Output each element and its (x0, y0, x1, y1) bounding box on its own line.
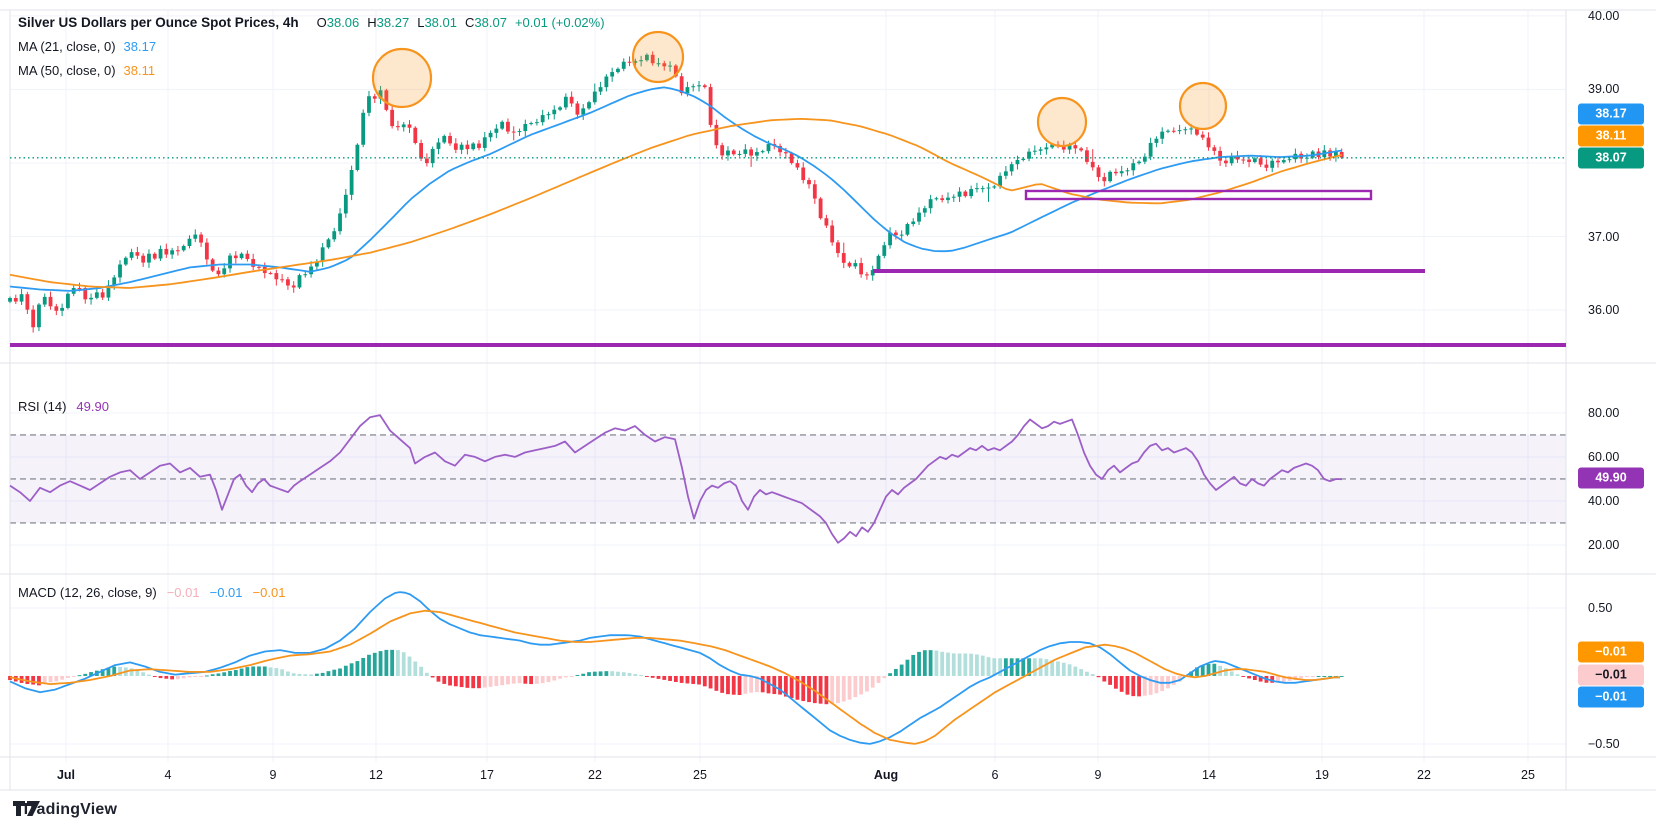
high-label: H (367, 15, 377, 30)
close-label: C (465, 15, 475, 30)
time-axis-label[interactable]: Aug (873, 768, 899, 782)
time-axis-label[interactable]: 14 (1202, 768, 1216, 782)
change-value: +0.01 (+0.02%) (514, 15, 605, 30)
ma21-label: MA (21, close, 0) (18, 39, 116, 54)
rsi-line (9, 414, 1343, 544)
tradingview-logo-icon (13, 801, 40, 816)
low-value: 38.01 (424, 15, 457, 30)
time-axis-label[interactable]: 25 (1521, 768, 1535, 782)
symbol-title: Silver US Dollars per Ounce Spot Prices,… (18, 15, 299, 30)
time-axis-label[interactable]: 22 (588, 768, 602, 782)
rsi-axis-label[interactable]: 80.00 (1588, 405, 1620, 420)
ma50-label: MA (50, close, 0) (18, 63, 116, 78)
ma21-price-badge: 38.17 (1578, 103, 1644, 125)
macd-signal-line (9, 609, 1340, 745)
open-label: O (316, 15, 327, 30)
macd-signal-value: −0.01 (252, 585, 286, 600)
close-value: 38.07 (474, 15, 507, 30)
macd-label: MACD (12, 26, close, 9) (18, 585, 157, 600)
symbol-legend-row[interactable]: Silver US Dollars per Ounce Spot Prices,… (18, 11, 605, 35)
tradingview-logo-text: TradingView (21, 801, 118, 818)
time-axis-label[interactable]: 12 (369, 768, 383, 782)
low-label: L (417, 15, 425, 30)
rsi-value-badge: 49.90 (1578, 467, 1644, 489)
rsi-band (10, 434, 1566, 523)
rsi-axis-label[interactable]: 20.00 (1588, 537, 1620, 552)
price-axis-label[interactable]: 36.00 (1588, 303, 1620, 318)
ma21-value: 38.17 (123, 39, 157, 54)
highlight-circle-drawing[interactable] (1178, 81, 1228, 131)
ma50-legend-row[interactable]: MA (50, close, 0) 38.11 (18, 59, 155, 83)
price-axis-label[interactable]: 40.00 (1588, 8, 1620, 23)
ma50-line (9, 118, 1343, 289)
rsi-axis-label[interactable]: 40.00 (1588, 493, 1620, 508)
macd-line (9, 591, 1340, 745)
last-price-badge: 38.07 (1578, 147, 1644, 169)
macd-signal-badge: −0.01 (1578, 641, 1644, 663)
rsi-label: RSI (14) (18, 399, 67, 414)
resistance-rect-drawing[interactable] (1024, 189, 1373, 201)
time-axis-label[interactable]: 22 (1417, 768, 1431, 782)
time-axis-label[interactable]: 25 (693, 768, 707, 782)
open-value: 38.06 (326, 15, 360, 30)
ma50-value: 38.11 (123, 63, 156, 78)
macd-hist-badge: −0.01 (1578, 664, 1644, 686)
highlight-circle-drawing[interactable] (631, 30, 685, 84)
time-axis-label[interactable]: Jul (56, 768, 76, 782)
macd-hist-value: −0.01 (166, 585, 200, 600)
macd-histogram (8, 649, 1344, 705)
rsi-axis-label[interactable]: 60.00 (1588, 449, 1620, 464)
ma21-line (9, 86, 1343, 292)
highlight-circle-drawing[interactable] (371, 47, 433, 109)
rsi-value: 49.90 (76, 399, 109, 414)
time-axis-label[interactable]: 17 (480, 768, 494, 782)
ma21-legend-row[interactable]: MA (21, close, 0) 38.17 (18, 35, 156, 59)
highlight-circle-drawing[interactable] (1036, 96, 1088, 148)
time-axis-label[interactable]: 9 (1094, 768, 1102, 782)
time-axis-label[interactable]: 19 (1315, 768, 1329, 782)
time-axis-label[interactable]: 4 (164, 768, 172, 782)
macd-line-badge: −0.01 (1578, 686, 1644, 708)
time-axis-label[interactable]: 9 (269, 768, 277, 782)
macd-line-value: −0.01 (209, 585, 243, 600)
macd-legend-row[interactable]: MACD (12, 26, close, 9) −0.01 −0.01 −0.01 (18, 581, 285, 605)
time-axis-label[interactable]: 6 (991, 768, 999, 782)
macd-axis-label[interactable]: −0.50 (1588, 736, 1620, 751)
macd-axis-label[interactable]: 0.50 (1588, 600, 1613, 615)
ma50-price-badge: 38.11 (1578, 125, 1644, 147)
high-value: 38.27 (376, 15, 410, 30)
rsi-legend-row[interactable]: RSI (14) 49.90 (18, 395, 109, 419)
tradingview-logo[interactable]: TradingView (13, 801, 117, 819)
price-axis-label[interactable]: 39.00 (1588, 82, 1620, 97)
price-axis-label[interactable]: 37.00 (1588, 229, 1620, 244)
